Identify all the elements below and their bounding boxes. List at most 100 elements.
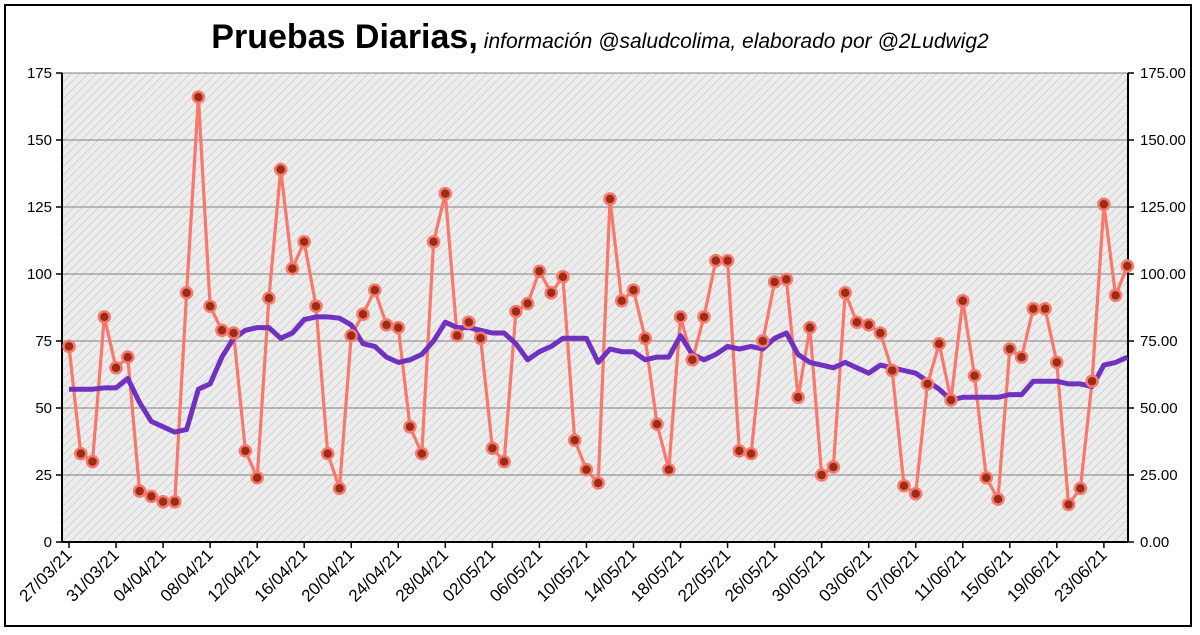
daily-point (614, 294, 629, 308)
y-tick-label: 25 (35, 467, 52, 484)
daily-point (438, 186, 453, 201)
daily-point (756, 334, 770, 348)
daily-point (403, 420, 417, 434)
daily-point (62, 339, 76, 354)
daily-point (791, 390, 805, 405)
daily-point (144, 489, 159, 504)
y2-tick-label: 25.00 (1140, 467, 1178, 484)
x-tick-label: 23/06/21 (1050, 545, 1110, 605)
y2-tick-label: 0.00 (1140, 534, 1169, 551)
daily-point (191, 90, 206, 104)
daily-point (285, 261, 300, 276)
daily-point (744, 446, 758, 461)
daily-point (85, 454, 100, 469)
y-tick-label: 150 (27, 132, 52, 149)
daily-point (156, 495, 170, 509)
daily-point (897, 478, 911, 493)
daily-point (1026, 302, 1041, 316)
daily-point (826, 460, 841, 474)
daily-point (473, 331, 488, 346)
y-tick-label: 125 (27, 199, 52, 216)
chart-subtitle: información @saludcolima, elaborado por … (483, 30, 989, 53)
daily-point (720, 253, 735, 268)
daily-point (944, 393, 958, 407)
daily-point (803, 320, 817, 335)
daily-point (1085, 374, 1099, 388)
daily-point (1097, 197, 1111, 212)
daily-point (297, 235, 311, 249)
daily-point (462, 315, 476, 329)
y-tick-label: 100 (27, 266, 52, 283)
daily-point (767, 275, 782, 289)
daily-point (932, 336, 946, 351)
daily-point (1120, 259, 1135, 273)
daily-point (591, 476, 605, 490)
daily-point (109, 361, 123, 375)
daily-point (814, 468, 829, 482)
daily-point (1108, 288, 1123, 303)
daily-point (1061, 497, 1076, 512)
daily-point (544, 286, 558, 300)
daily-point (250, 470, 264, 485)
daily-point (850, 315, 864, 329)
daily-point (97, 310, 112, 324)
daily-point (861, 318, 876, 332)
daily-point (979, 470, 994, 485)
daily-point (838, 286, 852, 300)
daily-point (203, 299, 217, 313)
daily-point (426, 235, 441, 249)
daily-point (320, 446, 335, 461)
daily-point (685, 353, 700, 367)
daily-point (885, 363, 899, 378)
y2-tick-label: 100.00 (1140, 266, 1186, 283)
daily-point (1050, 355, 1064, 370)
daily-point (520, 296, 535, 311)
daily-point (121, 350, 135, 364)
chart-title: Pruebas Diarias, (211, 18, 478, 56)
daily-point (709, 253, 723, 268)
daily-point (673, 310, 688, 324)
y-tick-label: 50 (35, 400, 52, 417)
daily-point (415, 446, 429, 461)
daily-point (215, 323, 229, 338)
daily-point (497, 454, 511, 469)
daily-point (697, 310, 711, 324)
daily-point (779, 272, 794, 287)
daily-point (662, 462, 676, 477)
daily-point (991, 492, 1005, 506)
daily-point (556, 269, 570, 284)
daily-point (168, 495, 182, 509)
daily-point (391, 320, 406, 335)
y-tick-label: 175 (27, 65, 52, 82)
y-tick-label: 0 (44, 534, 52, 551)
y2-tick-label: 75.00 (1140, 333, 1178, 350)
daily-point (567, 433, 582, 447)
daily-point (179, 286, 194, 300)
y-tick-label: 75 (35, 333, 52, 350)
daily-point (579, 462, 594, 477)
x-tick-label: 07/06/21 (862, 545, 922, 605)
daily-point (732, 444, 747, 458)
daily-point (226, 326, 241, 340)
daily-point (1038, 302, 1052, 316)
daily-point (356, 307, 370, 321)
daily-point (509, 304, 523, 319)
daily-point (603, 192, 617, 206)
plot-area (62, 73, 1128, 542)
daily-point (908, 487, 923, 501)
daily-point (450, 328, 464, 343)
chart-title-row: Pruebas Diarias, información @saludcolima… (0, 18, 1200, 57)
daily-point (650, 417, 664, 431)
daily-point (262, 291, 276, 305)
daily-point (956, 294, 970, 308)
daily-point (626, 283, 641, 297)
daily-point (920, 377, 935, 391)
daily-point (379, 318, 394, 332)
daily-point (485, 441, 500, 455)
daily-point (873, 326, 888, 340)
daily-point (132, 484, 147, 498)
y2-tick-label: 125.00 (1140, 199, 1186, 216)
daily-point (332, 481, 347, 496)
daily-point (1073, 481, 1088, 496)
daily-point (1003, 342, 1017, 356)
